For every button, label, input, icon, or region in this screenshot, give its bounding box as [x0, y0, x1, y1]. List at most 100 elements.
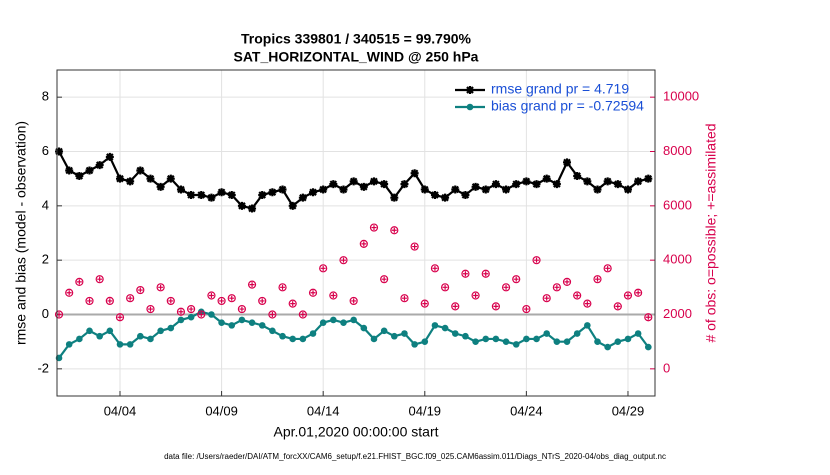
marker [451, 185, 460, 194]
x-tick-label: 04/09 [205, 403, 238, 418]
legend-marker [466, 86, 474, 94]
marker [309, 330, 317, 337]
y-tick-label: 2 [42, 252, 49, 267]
marker [65, 288, 74, 297]
marker [167, 324, 175, 332]
marker [359, 182, 368, 191]
marker [65, 166, 74, 175]
marker [562, 277, 572, 286]
marker [441, 193, 450, 202]
marker [308, 288, 318, 297]
marker [227, 190, 236, 199]
marker [623, 291, 633, 300]
marker [644, 174, 653, 183]
marker [370, 335, 378, 343]
marker [410, 169, 419, 178]
marker [329, 291, 338, 300]
y2-tick-label: 0 [663, 360, 670, 375]
plot-frame [56, 69, 656, 397]
marker [95, 161, 104, 170]
marker [247, 280, 257, 289]
marker [583, 299, 592, 308]
marker [166, 174, 175, 183]
marker [248, 204, 257, 213]
series [54, 223, 653, 322]
marker [197, 310, 206, 319]
marker [380, 327, 388, 335]
y-tick-label: 8 [42, 89, 49, 104]
marker [278, 283, 287, 292]
marker [157, 327, 164, 335]
marker [95, 275, 104, 284]
marker [461, 190, 470, 199]
marker [146, 174, 155, 183]
marker [501, 283, 511, 292]
marker [258, 190, 267, 199]
marker [441, 324, 449, 332]
marker [208, 311, 215, 318]
marker [289, 335, 297, 343]
marker [298, 310, 307, 319]
marker [542, 294, 551, 303]
marker [238, 316, 246, 324]
marker [187, 313, 195, 321]
y2-tick-label: 6000 [663, 197, 692, 212]
marker [105, 296, 114, 306]
marker [319, 264, 328, 273]
marker [166, 296, 175, 306]
marker [349, 296, 358, 306]
y2-tick-label: 10000 [663, 89, 699, 104]
marker [228, 322, 236, 329]
marker [533, 335, 540, 343]
legend-label: bias grand pr = -0.72594 [491, 98, 644, 114]
marker [593, 275, 602, 284]
marker [197, 308, 205, 316]
marker [298, 193, 307, 202]
marker [614, 338, 622, 345]
marker [339, 185, 348, 194]
marker [207, 291, 216, 300]
marker [491, 180, 500, 189]
marker [177, 316, 185, 324]
y-axis-label: rmse and bias (model - observation) [13, 121, 29, 345]
y-tick-label: 4 [42, 197, 49, 212]
marker [288, 201, 297, 210]
marker [471, 182, 480, 191]
marker [491, 302, 500, 311]
marker [147, 335, 154, 343]
marker [532, 180, 541, 189]
marker [248, 319, 256, 326]
marker [146, 304, 155, 314]
marker [502, 338, 510, 345]
y-tick-label: 6 [42, 143, 49, 158]
marker [369, 223, 379, 232]
marker [573, 330, 581, 337]
marker [380, 275, 389, 284]
marker [420, 185, 429, 194]
marker [542, 174, 551, 183]
marker [176, 185, 185, 194]
marker [481, 269, 490, 278]
marker [644, 343, 652, 351]
marker [410, 242, 419, 251]
marker [623, 185, 632, 194]
y2-tick-label: 8000 [663, 143, 692, 158]
marker [55, 147, 64, 156]
marker [288, 299, 297, 308]
footnote: data file: /Users/raeder/DAI/ATM_forcXX/… [164, 452, 666, 461]
marker [390, 226, 399, 235]
marker [573, 171, 582, 180]
marker [594, 338, 601, 345]
marker [329, 180, 338, 189]
marker [512, 341, 520, 348]
marker [340, 319, 347, 326]
marker [217, 188, 226, 197]
marker [197, 190, 206, 199]
marker [552, 180, 561, 189]
x-tick-label: 04/04 [104, 403, 137, 418]
marker [360, 324, 368, 332]
marker [411, 341, 418, 348]
marker [523, 335, 530, 343]
